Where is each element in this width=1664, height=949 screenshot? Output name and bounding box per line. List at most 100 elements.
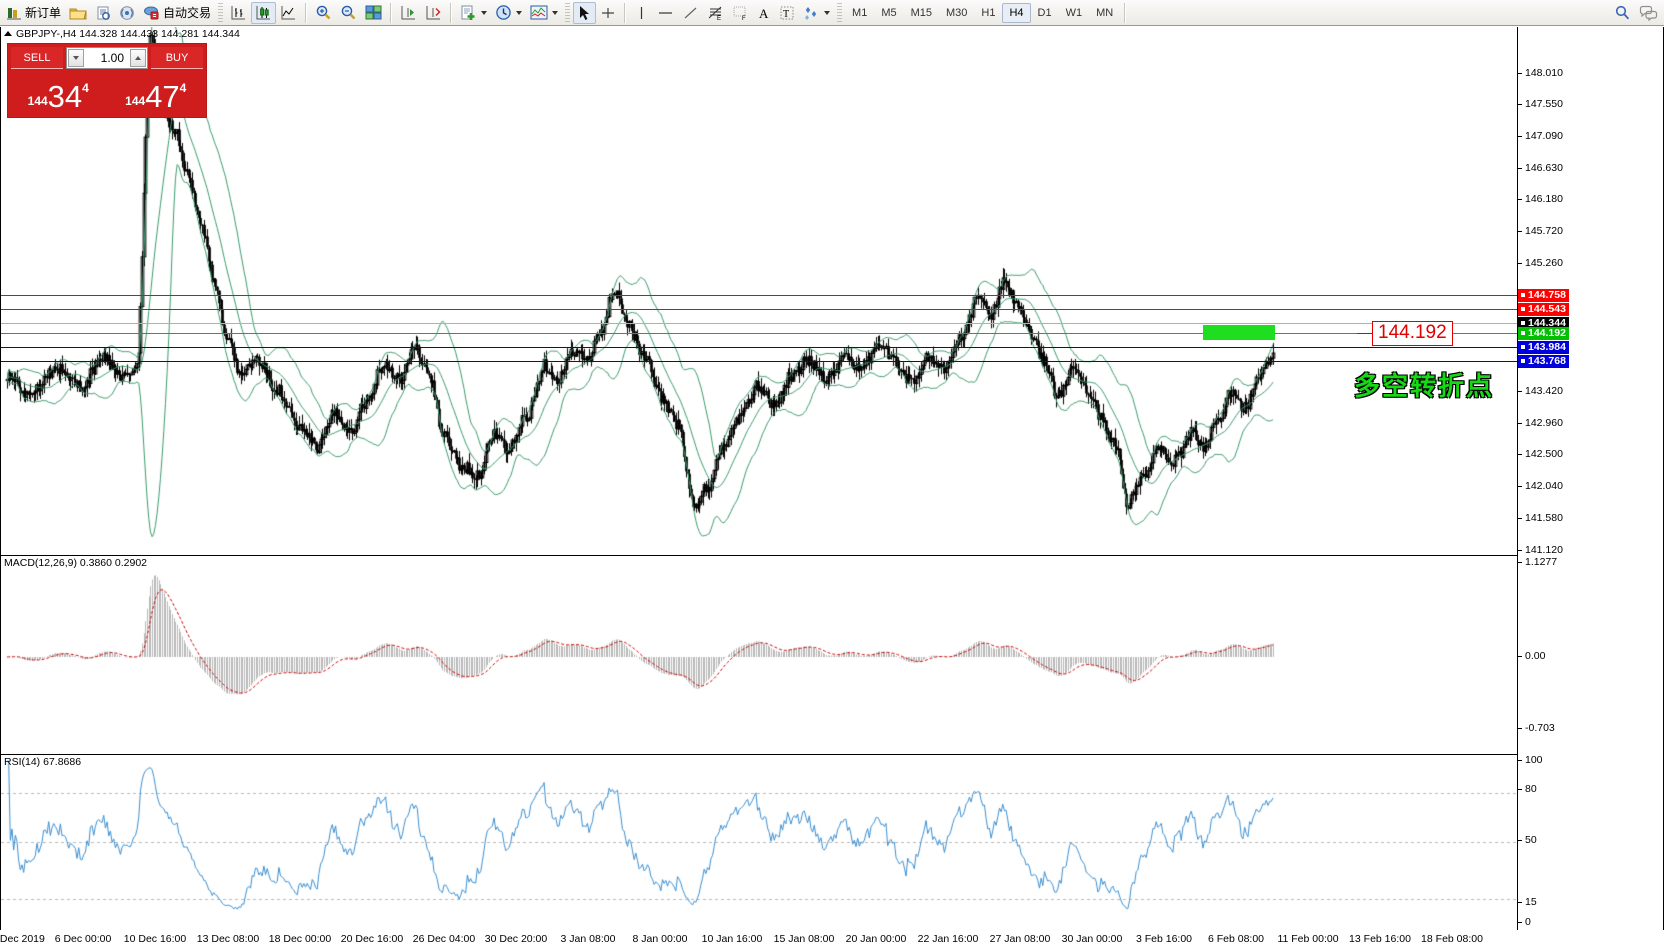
time-label-2: 10 Dec 16:00 (123, 933, 187, 945)
toolbar-separator-5 (1124, 2, 1127, 23)
shift-end-icon (401, 6, 416, 20)
time-axis[interactable]: 3 Dec 2019 6 Dec 00:00 10 Dec 16:00 13 Dec … (0, 930, 1664, 949)
price-level-tag-144192[interactable]: 144.192 (1518, 327, 1569, 340)
price-pane[interactable]: 144.192 多空转折点 (1, 27, 1518, 554)
zoom-out-button[interactable] (336, 2, 361, 24)
level-line-143984[interactable] (1, 347, 1518, 348)
hline-button[interactable] (653, 2, 678, 24)
new-order-button[interactable]: 新订单 (2, 2, 65, 24)
shapes-dropdown-caret[interactable] (824, 10, 831, 15)
template-dropdown-caret[interactable] (481, 10, 488, 15)
price-level-tag-143768[interactable]: 143.768 (1518, 355, 1569, 368)
time-label-9: 8 Jan 00:00 (632, 933, 688, 945)
line-chart-button[interactable] (276, 2, 301, 24)
price-level-tag-144758[interactable]: 144.758 (1518, 289, 1569, 302)
timeframe-h4[interactable]: H4 (1002, 2, 1031, 23)
candlestick-chart-button[interactable] (251, 1, 277, 24)
channel-icon: F (733, 6, 746, 21)
price-tick-7: 143.420 (1518, 385, 1563, 397)
timeframe-m1[interactable]: M1 (852, 6, 868, 19)
cursor-button[interactable] (573, 1, 597, 24)
level-handle-icon[interactable] (1520, 306, 1526, 312)
buy-button[interactable]: BUY (151, 47, 203, 69)
timeframe-d1[interactable]: D1 (1037, 6, 1052, 19)
autotrade-icon (144, 6, 159, 19)
level-line-144543[interactable] (1, 309, 1518, 310)
level-line-144758[interactable] (1, 295, 1518, 296)
level-line-144192[interactable] (1, 333, 1518, 334)
volume-decrease-button[interactable] (68, 49, 84, 67)
timeframe-m5[interactable]: M5 (881, 6, 897, 19)
zoom-out-icon (341, 5, 356, 20)
buy-price-display[interactable]: 144 47 4 (108, 72, 203, 114)
bar-chart-button[interactable] (226, 2, 251, 24)
text-icon: A (759, 6, 769, 21)
volume-value[interactable]: 1.00 (100, 51, 124, 65)
rsi-pane[interactable] (1, 754, 1518, 948)
trendline-button[interactable] (678, 2, 703, 24)
vline-button[interactable] (630, 2, 653, 24)
macd-pane[interactable] (1, 555, 1518, 752)
timeframe-m15[interactable]: M15 (910, 6, 932, 19)
price-level-tag-144543[interactable]: 144.543 (1518, 303, 1569, 316)
toolbar-grip-2[interactable] (565, 2, 571, 23)
annotation-price-box[interactable]: 144.192 (1372, 321, 1453, 346)
indicator-dropdown-caret[interactable] (552, 10, 559, 15)
broadcast-button[interactable] (115, 2, 139, 24)
auto-scroll-button[interactable] (421, 2, 446, 24)
rsi-label: RSI(14) 67.8686 (4, 756, 82, 768)
volume-increase-button[interactable] (130, 49, 146, 67)
chat-button[interactable] (1635, 2, 1662, 24)
tile-windows-button[interactable] (361, 2, 386, 24)
shapes-icon (805, 6, 817, 20)
zoom-in-button[interactable] (311, 2, 336, 24)
candlestick-chart-icon (256, 6, 271, 20)
print-preview-button[interactable] (91, 2, 115, 24)
time-label-19: 13 Feb 16:00 (1349, 933, 1411, 945)
timeframe-mn[interactable]: MN (1096, 6, 1114, 19)
shift-end-button[interactable] (396, 2, 421, 24)
price-tick-0: 148.010 (1518, 67, 1563, 79)
price-level-tag-144344[interactable]: 144.344 (1518, 317, 1569, 330)
trade-panel-top-row: SELL 1.00 BUY (11, 47, 203, 69)
price-axis[interactable]: 148.010 147.550 147.090 146.630 146.180 145.7… (1517, 27, 1663, 948)
price-level-tag-143984[interactable]: 143.984 (1518, 341, 1569, 354)
timeframe-w1[interactable]: W1 (1065, 6, 1083, 19)
price-tick-5: 145.720 (1518, 225, 1563, 237)
chart-header-text: GBPJPY-,H4 144.328 144.433 144.281 144.3… (16, 27, 240, 40)
folder-button[interactable] (65, 2, 91, 24)
autotrade-button[interactable]: 自动交易 (139, 2, 215, 24)
crosshair-button[interactable] (596, 2, 620, 24)
annotation-text[interactable]: 多空转折点 (1354, 371, 1495, 401)
sell-button[interactable]: SELL (11, 47, 63, 69)
text-button[interactable]: A (753, 2, 775, 24)
timeframe-m30[interactable]: M30 (946, 6, 968, 19)
level-handle-icon[interactable] (1520, 320, 1526, 326)
search-button[interactable] (1610, 2, 1635, 24)
level-value: 144.344 (1528, 317, 1566, 329)
one-click-trading-panel[interactable]: SELL 1.00 BUY 144 34 4 144 47 4 (7, 43, 207, 118)
level-handle-icon[interactable] (1520, 358, 1526, 364)
chart-collapse-icon[interactable] (4, 31, 12, 36)
toolbar-grip-3[interactable] (837, 2, 843, 23)
period-button[interactable] (491, 2, 526, 24)
sell-price-display[interactable]: 144 34 4 (11, 72, 106, 114)
svg-text:A: A (759, 6, 769, 21)
indicator-button[interactable] (526, 2, 562, 24)
level-handle-icon[interactable] (1520, 344, 1526, 350)
chart-window[interactable]: GBPJPY-,H4 144.328 144.433 144.281 144.3… (0, 27, 1664, 949)
fibo-button[interactable]: E (703, 2, 728, 24)
timeframe-h1[interactable]: H1 (981, 6, 996, 19)
channel-button[interactable]: F (728, 2, 753, 24)
label-button[interactable]: T (775, 2, 799, 24)
period-dropdown-caret[interactable] (516, 10, 523, 15)
volume-stepper[interactable]: 1.00 (66, 47, 148, 69)
buy-price-big: 47 (145, 79, 180, 114)
level-handle-icon[interactable] (1520, 292, 1526, 298)
shapes-button[interactable] (799, 2, 834, 24)
level-handle-icon[interactable] (1520, 330, 1526, 336)
toolbar-grip[interactable] (218, 2, 224, 23)
template-button[interactable] (456, 2, 491, 24)
level-line-143768[interactable] (1, 361, 1518, 362)
macd-label: MACD(12,26,9) 0.3860 0.2902 (4, 557, 148, 569)
